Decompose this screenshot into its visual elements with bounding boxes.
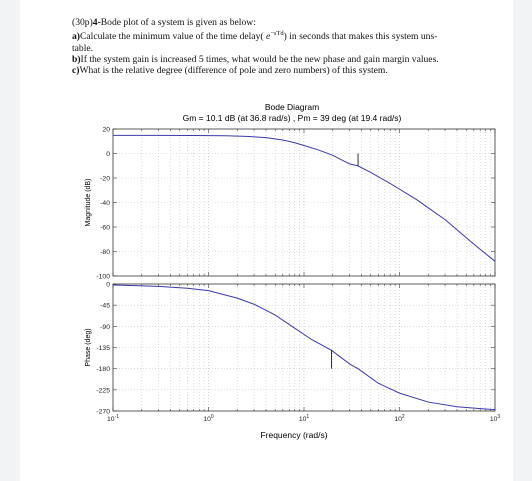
chart-title: Bode Diagram bbox=[265, 102, 319, 112]
y-tick-label: -40 bbox=[100, 200, 110, 207]
y-tick-label: 20 bbox=[102, 127, 110, 134]
part-b: b)If the system gain is increased 5 time… bbox=[72, 54, 512, 65]
part-b-text: If the system gain is increased 5 times,… bbox=[80, 53, 439, 65]
part-c: c)What is the relative degree (differenc… bbox=[72, 65, 512, 76]
x-tick-label: 103 bbox=[490, 414, 501, 423]
x-tick-base: 10 bbox=[107, 416, 115, 423]
x-tick-exponent: -1 bbox=[115, 414, 120, 420]
x-tick-base: 10 bbox=[203, 416, 211, 423]
x-tick-label: 101 bbox=[299, 414, 310, 423]
time-delay-formula: e−sTd bbox=[265, 30, 284, 43]
part-b-label: b) bbox=[72, 53, 81, 65]
y-tick-label: -60 bbox=[100, 225, 110, 232]
y-tick-label: 0 bbox=[106, 151, 110, 158]
y-tick-label: -20 bbox=[100, 176, 110, 183]
question-intro: (30p)4-Bode plot of a system is given as… bbox=[72, 17, 512, 28]
y-tick-label: -135 bbox=[96, 345, 110, 352]
part-a: a)Calculate the minimum value of the tim… bbox=[72, 28, 512, 54]
x-tick-label: 102 bbox=[394, 414, 405, 423]
phase-curve bbox=[112, 284, 496, 411]
x-tick-base: 10 bbox=[394, 416, 402, 423]
panel-magnitude: 20 0 -20 -40 -60 -80 -100 Magnitude (dB) bbox=[85, 127, 496, 281]
bode-diagram: Bode Diagram Gm = 10.1 dB (at 36.8 rad/s… bbox=[85, 102, 500, 440]
y-tick-label: -100 bbox=[96, 274, 110, 281]
x-axis-label: Frequency (rad/s) bbox=[260, 430, 327, 440]
formula-base: e bbox=[265, 31, 271, 43]
part-c-text: What is the relative degree (difference … bbox=[79, 65, 388, 76]
x-tick-exponent: 1 bbox=[306, 414, 309, 420]
axes-frame bbox=[112, 128, 496, 277]
y-tick-label: -270 bbox=[96, 409, 110, 416]
part-c-label: c) bbox=[72, 65, 80, 76]
y-axis-label: Phase (deg) bbox=[85, 328, 92, 366]
y-tick-label: 0 bbox=[106, 282, 110, 289]
x-tick-base: 10 bbox=[490, 416, 498, 423]
part-a-text-line2: table. bbox=[72, 42, 94, 54]
y-tick-label: -45 bbox=[100, 303, 110, 310]
y-axis-label: Magnitude (dB) bbox=[85, 179, 92, 227]
y-tick-label: -225 bbox=[96, 387, 110, 394]
x-tick-exponent: 2 bbox=[402, 414, 405, 420]
magnitude-curve bbox=[113, 134, 496, 262]
page: (30p)4-Bode plot of a system is given as… bbox=[20, 0, 513, 481]
x-tick-label: 10-1 bbox=[107, 414, 119, 423]
x-tick-label: 100 bbox=[203, 414, 214, 423]
y-tick-label: -180 bbox=[96, 366, 110, 373]
x-tick-base: 10 bbox=[299, 416, 307, 423]
y-tick-label: -80 bbox=[100, 249, 110, 256]
x-tick-exponent: 0 bbox=[211, 414, 214, 420]
y-tick-label: -90 bbox=[100, 324, 110, 331]
question-number: 4- bbox=[92, 17, 101, 28]
part-a-text-after: ) in seconds that makes this system uns- bbox=[283, 31, 438, 43]
formula-exponent: −sTd bbox=[270, 30, 284, 38]
question-intro-text: Bode plot of a system is given as below: bbox=[100, 17, 256, 28]
part-a-text: Calculate the minimum value of the time … bbox=[80, 31, 264, 43]
chart-subtitle: Gm = 10.1 dB (at 36.8 rad/s) , Pm = 39 d… bbox=[183, 113, 402, 123]
part-a-label: a) bbox=[72, 31, 80, 43]
x-tick-exponent: 3 bbox=[497, 414, 500, 420]
axes-frame bbox=[112, 283, 496, 412]
question-text: (30p)4-Bode plot of a system is given as… bbox=[72, 17, 512, 76]
panel-phase: 0 -45 -90 -135 -180 -225 -270 Phase (deg) bbox=[85, 282, 496, 416]
question-points: (30p) bbox=[72, 17, 93, 28]
